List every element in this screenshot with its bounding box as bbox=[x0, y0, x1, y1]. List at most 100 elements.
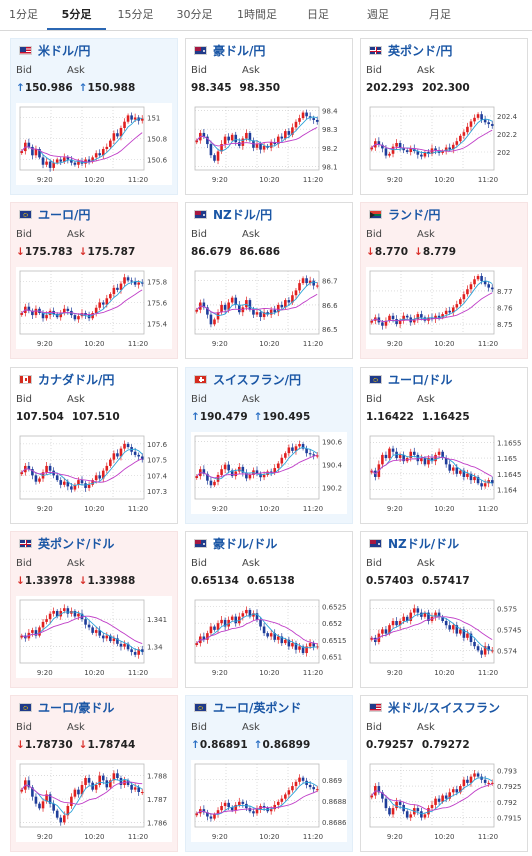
y-tick-label: 107.5 bbox=[147, 457, 167, 465]
candle bbox=[412, 451, 416, 455]
bid-value: 175.783 bbox=[24, 246, 73, 258]
ma-slow-line bbox=[196, 619, 318, 645]
currency-pair-link[interactable]: スイスフラン/円 bbox=[213, 373, 302, 387]
candle bbox=[305, 448, 308, 454]
tab-7[interactable]: 週足 bbox=[367, 8, 389, 21]
rate-card[interactable]: 米ドル/円 Bid Ask ↑150.986 ↑150.988 151 150.8 150.6… bbox=[10, 38, 178, 195]
rate-card[interactable]: ユーロ/英ポンド Bid Ask ↑0.86891 ↑0.86899 0.869 0.868… bbox=[185, 695, 353, 852]
candle bbox=[133, 117, 137, 120]
candle bbox=[34, 149, 38, 156]
mini-chart[interactable]: 0.793 0.7925 0.792 0.7915 9:20 10:20 11:20 bbox=[366, 760, 522, 842]
candle bbox=[427, 458, 430, 465]
candle bbox=[234, 134, 238, 143]
ask-label: Ask bbox=[67, 722, 85, 733]
currency-pair-link[interactable]: 豪ドル/円 bbox=[213, 44, 266, 58]
candle bbox=[448, 464, 452, 471]
candle bbox=[434, 612, 437, 617]
us-flag-icon bbox=[369, 703, 382, 712]
candle bbox=[223, 136, 227, 145]
rate-card[interactable]: 米ドル/スイスフラン Bid Ask 0.79257 0.79272 0.793 0.792… bbox=[360, 695, 528, 852]
candle bbox=[45, 315, 48, 319]
ma-fast-line bbox=[21, 778, 143, 815]
mini-chart[interactable]: 1.788 1.787 1.786 9:20 10:20 11:20 bbox=[16, 760, 172, 842]
rate-card[interactable]: NZドル/ドル Bid Ask 0.57403 0.57417 0.575 0.5745 0.… bbox=[360, 531, 528, 688]
mini-chart[interactable]: 107.6 107.5 107.4 107.3 9:20 10:20 11:20 bbox=[16, 432, 172, 514]
rate-card[interactable]: カナダドル/円 Bid Ask 107.504 107.510 107.6 107.5 107… bbox=[10, 367, 178, 524]
currency-pair-link[interactable]: 米ドル/スイスフラン bbox=[388, 701, 501, 715]
candle bbox=[101, 149, 105, 156]
candle bbox=[473, 279, 476, 285]
currency-pair-link[interactable]: ユーロ/ドル bbox=[388, 373, 453, 387]
x-tick-label: 11:20 bbox=[478, 176, 498, 184]
mini-chart[interactable]: 175.8 175.6 175.4 9:20 10:20 11:20 bbox=[16, 267, 172, 349]
tab-6[interactable]: 日足 bbox=[307, 8, 329, 21]
rate-card[interactable]: NZドル/円 Bid Ask 86.679 86.686 86.7 86.6 86.5 9:20… bbox=[185, 202, 353, 359]
mini-chart[interactable]: 1.341 1.34 9:20 10:20 11:20 bbox=[16, 596, 172, 678]
eu-flag-icon bbox=[19, 703, 32, 712]
currency-pair-link[interactable]: 米ドル/円 bbox=[38, 44, 91, 58]
mini-chart[interactable]: 0.6525 0.652 0.6515 0.651 9:20 10:20 11:20 bbox=[191, 596, 347, 678]
mini-chart[interactable]: 202.4 202.2 202 9:20 10:20 11:20 bbox=[366, 103, 522, 185]
currency-pair-link[interactable]: NZドル/ドル bbox=[388, 537, 460, 551]
x-tick-label: 11:20 bbox=[478, 340, 498, 348]
mini-chart[interactable]: 1.1655 1.165 1.1645 1.164 9:20 10:20 11:20 bbox=[366, 432, 522, 514]
y-tick-label: 202.4 bbox=[497, 113, 518, 121]
currency-pair-link[interactable]: ユーロ/豪ドル bbox=[38, 701, 115, 715]
mini-chart[interactable]: 98.4 98.3 98.2 98.1 9:20 10:20 11:20 bbox=[191, 103, 347, 185]
mini-chart[interactable]: 86.7 86.6 86.5 9:20 10:20 11:20 bbox=[191, 267, 347, 349]
rate-card[interactable]: スイスフラン/円 Bid Ask ↑190.479 ↑190.495 190.6 190.4… bbox=[185, 367, 353, 524]
mini-chart[interactable]: 8.77 8.76 8.75 9:20 10:20 11:20 bbox=[366, 267, 522, 349]
rate-card[interactable]: 英ポンド/ドル Bid Ask ↓1.33978 ↓1.33988 1.341 1.34 9:… bbox=[10, 531, 178, 688]
mini-chart[interactable]: 0.869 0.8688 0.8686 9:20 10:20 11:20 bbox=[191, 760, 347, 842]
currency-pair-link[interactable]: ユーロ/円 bbox=[38, 208, 91, 222]
currency-pair-link[interactable]: カナダドル/円 bbox=[38, 373, 115, 387]
currency-pair-link[interactable]: 豪ドル/ドル bbox=[213, 537, 278, 551]
bid-label: Bid bbox=[366, 558, 382, 569]
tab-4[interactable]: 30分足 bbox=[176, 8, 213, 21]
currency-pair-link[interactable]: 英ポンド/ドル bbox=[38, 537, 115, 551]
mini-chart[interactable]: 151 150.8 150.6 9:20 10:20 11:20 bbox=[16, 103, 172, 185]
down-arrow-icon: ↓ bbox=[78, 575, 88, 587]
candle bbox=[101, 302, 105, 305]
tab-1[interactable]: 1分足 bbox=[9, 8, 38, 21]
candle bbox=[41, 621, 45, 628]
currency-pair-link[interactable]: ランド/円 bbox=[388, 208, 441, 222]
rate-card[interactable]: 英ポンド/円 Bid Ask 202.293 202.300 202.4 202.2 202 9… bbox=[360, 38, 528, 195]
rate-card[interactable]: ユーロ/豪ドル Bid Ask ↓1.78730 ↓1.78744 1.788 1.787 1… bbox=[10, 695, 178, 852]
candle bbox=[137, 787, 140, 792]
tab-5[interactable]: 1時間足 bbox=[237, 8, 277, 21]
rate-card[interactable]: ユーロ/円 Bid Ask ↓175.783 ↓175.787 175.8 175.6 175… bbox=[10, 202, 178, 359]
rate-card[interactable]: 豪ドル/円 Bid Ask 98.345 98.350 98.4 98.3 98.2 98.1 9… bbox=[185, 38, 353, 195]
candle bbox=[269, 471, 273, 473]
x-tick-label: 10:20 bbox=[84, 505, 104, 513]
y-tick-label: 0.651 bbox=[322, 653, 342, 661]
tab-2[interactable]: 5分足 bbox=[47, 0, 106, 30]
candle bbox=[126, 643, 130, 650]
mini-chart[interactable]: 0.575 0.5745 0.574 9:20 10:20 11:20 bbox=[366, 596, 522, 678]
tab-3[interactable]: 15分足 bbox=[117, 8, 154, 21]
currency-pair-link[interactable]: 英ポンド/円 bbox=[388, 44, 453, 58]
candle bbox=[308, 643, 312, 647]
candle bbox=[398, 320, 402, 325]
candle bbox=[420, 154, 423, 157]
candle bbox=[59, 817, 63, 823]
candle bbox=[116, 638, 119, 644]
currency-pair-link[interactable]: NZドル/円 bbox=[213, 208, 273, 222]
mini-chart[interactable]: 190.6 190.4 190.2 9:20 10:20 11:20 bbox=[191, 432, 347, 514]
x-tick-label: 9:20 bbox=[37, 176, 53, 184]
rate-card[interactable]: 豪ドル/ドル Bid Ask 0.65134 0.65138 0.6525 0.652 0.6… bbox=[185, 531, 353, 688]
rate-card[interactable]: ユーロ/ドル Bid Ask 1.16422 1.16425 1.1655 1.165 1.1… bbox=[360, 367, 528, 524]
candle bbox=[469, 633, 473, 642]
rate-card[interactable]: ランド/円 Bid Ask ↓8.770 ↓8.779 8.77 8.76 8.75 9:20 1… bbox=[360, 202, 528, 359]
candle bbox=[220, 806, 223, 811]
tab-8[interactable]: 月足 bbox=[429, 8, 451, 21]
candle bbox=[427, 152, 430, 154]
candle bbox=[476, 275, 480, 280]
candle bbox=[405, 315, 409, 318]
candle bbox=[255, 470, 259, 474]
candle bbox=[123, 643, 126, 647]
currency-pair-link[interactable]: ユーロ/英ポンド bbox=[213, 701, 302, 715]
candle bbox=[462, 779, 466, 787]
candle bbox=[230, 470, 234, 477]
candle bbox=[412, 319, 416, 323]
